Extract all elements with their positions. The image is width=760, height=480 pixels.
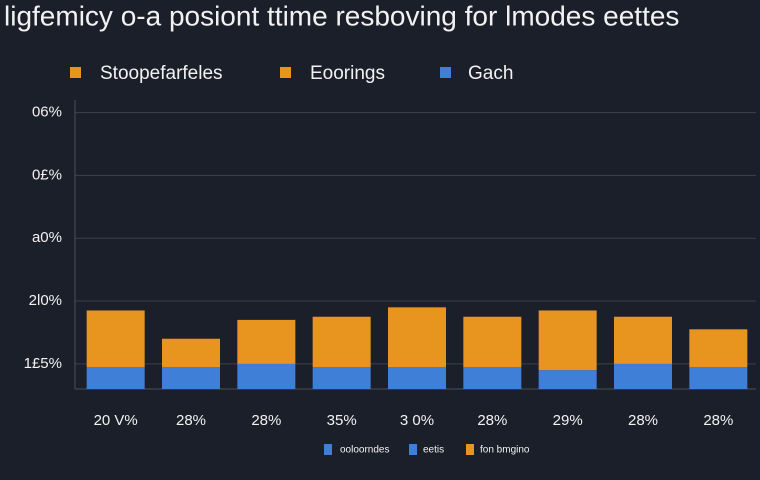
bar-segment xyxy=(538,310,597,371)
legend-swatch xyxy=(440,67,451,78)
bar-segment xyxy=(689,329,748,368)
x-tick-label: 28% xyxy=(628,412,658,429)
bottom-legend-swatch xyxy=(466,444,474,455)
legend-label: Stoopefarfeles xyxy=(100,63,223,84)
x-tick-label: 28% xyxy=(703,412,733,429)
bar-segment xyxy=(463,316,522,368)
bar-segment xyxy=(86,367,145,389)
x-tick-label: 20 V% xyxy=(94,412,138,429)
x-tick-label: 29% xyxy=(553,412,583,429)
y-tick-label: 2l0% xyxy=(29,292,62,309)
y-tick-label: 06% xyxy=(32,104,62,121)
bar-segment xyxy=(614,316,672,364)
bar-segment xyxy=(312,316,371,368)
bar-segment xyxy=(388,307,446,368)
bar-segment xyxy=(162,338,220,368)
legend-swatch xyxy=(280,67,291,78)
x-tick-label: 28% xyxy=(251,412,281,429)
y-tick-label: 1£5% xyxy=(24,355,62,372)
bar-segment xyxy=(237,319,296,364)
bar-segment xyxy=(162,367,220,389)
bar-segment xyxy=(538,370,597,389)
y-tick-label: a0% xyxy=(32,229,62,246)
bottom-legend-label: ooloorndes xyxy=(340,445,389,456)
bottom-legend-swatch xyxy=(409,444,417,455)
bottom-legend-label: fon bmgino xyxy=(480,445,530,456)
bar-segment xyxy=(388,367,446,389)
x-tick-label: 3 0% xyxy=(400,412,434,429)
x-tick-label: 35% xyxy=(327,412,357,429)
chart-title: ligfemicy o-a posiont ttime resboving fo… xyxy=(4,0,679,31)
bottom-legend-label: eetis xyxy=(423,445,444,456)
x-tick-label: 28% xyxy=(477,412,507,429)
legend-swatch xyxy=(70,67,81,78)
bar-segment xyxy=(86,310,145,368)
bar-segment xyxy=(237,363,296,389)
bar-segment xyxy=(614,363,672,389)
bar-segment xyxy=(312,367,371,389)
legend-label: Gach xyxy=(468,63,513,84)
bar-segment xyxy=(463,367,522,389)
bottom-legend-swatch xyxy=(324,444,332,455)
legend-label: Eoorings xyxy=(310,63,385,84)
y-tick-label: 0£% xyxy=(32,166,62,183)
bar-segment xyxy=(689,367,748,389)
x-tick-label: 28% xyxy=(176,412,206,429)
